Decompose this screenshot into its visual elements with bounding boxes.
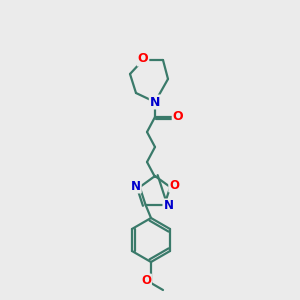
Text: N: N [131,180,141,193]
Text: O: O [141,274,151,287]
Text: N: N [164,200,173,212]
Text: O: O [169,178,179,192]
Text: O: O [173,110,183,124]
Text: N: N [150,95,160,109]
Text: O: O [138,52,148,65]
